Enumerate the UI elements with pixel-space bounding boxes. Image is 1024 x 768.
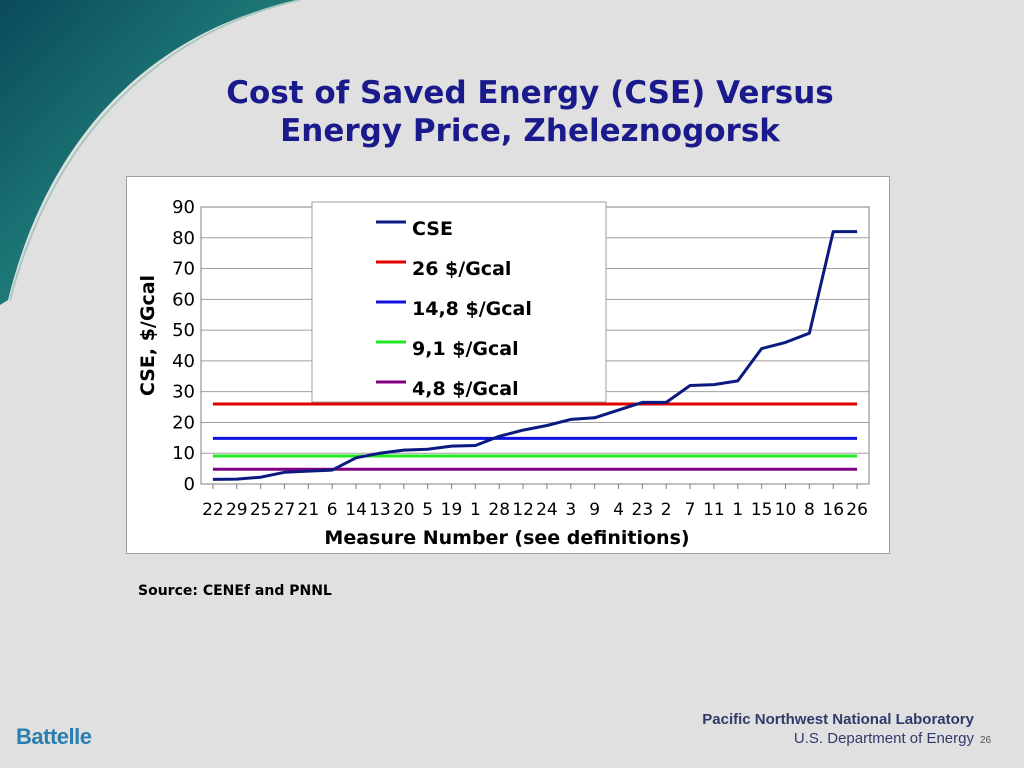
y-tick-label: 20: [172, 412, 195, 433]
y-tick-label: 50: [172, 320, 195, 341]
legend: CSE 26 $/Gcal 14,8 $/Gcal 9,1 $/Gcal 4,8 $/G…: [311, 201, 607, 403]
legend-label: 9,1 $/Gcal: [412, 338, 519, 360]
x-tick-label: 26: [846, 500, 868, 520]
legend-label: 26 $/Gcal: [412, 258, 511, 280]
x-tick-label: 1: [470, 500, 481, 520]
y-tick-label: 10: [172, 443, 195, 464]
source-note: Source: CENEf and PNNL: [138, 583, 332, 599]
x-tick-label: 22: [202, 500, 224, 520]
x-tick-label: 8: [804, 500, 815, 520]
x-tick-label: 3: [565, 500, 576, 520]
title-line-1: Cost of Saved Energy (CSE) Versus: [226, 75, 834, 111]
x-tick-label: 16: [822, 500, 844, 520]
x-axis-label: Measure Number (see definitions): [324, 527, 689, 549]
x-tick-label: 13: [369, 500, 391, 520]
x-tick-label: 24: [536, 500, 558, 520]
legend-label: CSE: [412, 218, 453, 240]
department-name: U.S. Department of Energy: [793, 730, 974, 747]
x-tick-label: 4: [613, 500, 624, 520]
y-tick-label: 60: [172, 289, 195, 310]
page-number: 26: [980, 735, 992, 746]
y-tick-label: 0: [184, 474, 195, 495]
battelle-logo: Battelle: [16, 724, 92, 749]
x-tick-label: 29: [226, 500, 248, 520]
x-tick-label: 6: [327, 500, 338, 520]
x-tick-label: 1: [732, 500, 743, 520]
series-lines: [212, 230, 858, 481]
y-tick-label: 90: [172, 197, 195, 218]
x-tick-label: 10: [775, 500, 797, 520]
x-tick-label: 27: [274, 500, 296, 520]
y-tick-label: 30: [172, 382, 195, 403]
x-tick-label: 19: [441, 500, 463, 520]
y-tick-labels: 0 10 20 30 40 50 60 70 80 90: [172, 197, 195, 495]
decorative-swoosh: [0, 0, 301, 305]
title-line-2: Energy Price, Zheleznogorsk: [280, 113, 780, 149]
slide-title: Cost of Saved Energy (CSE) Versus Energy…: [150, 74, 910, 150]
y-tick-label: 40: [172, 351, 195, 372]
lab-name: Pacific Northwest National Laboratory: [702, 711, 974, 728]
x-tick-label: 20: [393, 500, 415, 520]
x-tick-label: 9: [589, 500, 600, 520]
x-tick-label: 2: [661, 500, 672, 520]
y-tick-label: 80: [172, 228, 195, 249]
x-tick-label: 5: [422, 500, 433, 520]
x-tick-label: 28: [488, 500, 510, 520]
legend-label: 4,8 $/Gcal: [412, 378, 519, 400]
legend-label: 14,8 $/Gcal: [412, 298, 532, 320]
x-tick-labels: 22 29 25 27 21 6 14 13 20 5 19 1 28 12 24 3 9 4 23 2 7 11 1 15 1…: [202, 484, 868, 520]
x-tick-label: 15: [751, 500, 773, 520]
legend-box: [311, 201, 607, 403]
x-tick-label: 12: [512, 500, 534, 520]
x-tick-label: 14: [345, 500, 367, 520]
x-tick-label: 21: [298, 500, 320, 520]
x-tick-label: 23: [632, 500, 654, 520]
x-tick-label: 25: [250, 500, 272, 520]
x-tick-label: 11: [703, 500, 725, 520]
series-line-cse: [212, 230, 858, 481]
chart-frame: 0 10 20 30 40 50 60 70 80 90 22 29 25 27 21 6 14 13 20 5 19…: [126, 176, 890, 554]
x-tick-label: 7: [685, 500, 696, 520]
y-axis-label: CSE, $/Gcal: [137, 275, 159, 396]
y-tick-label: 70: [172, 259, 195, 280]
